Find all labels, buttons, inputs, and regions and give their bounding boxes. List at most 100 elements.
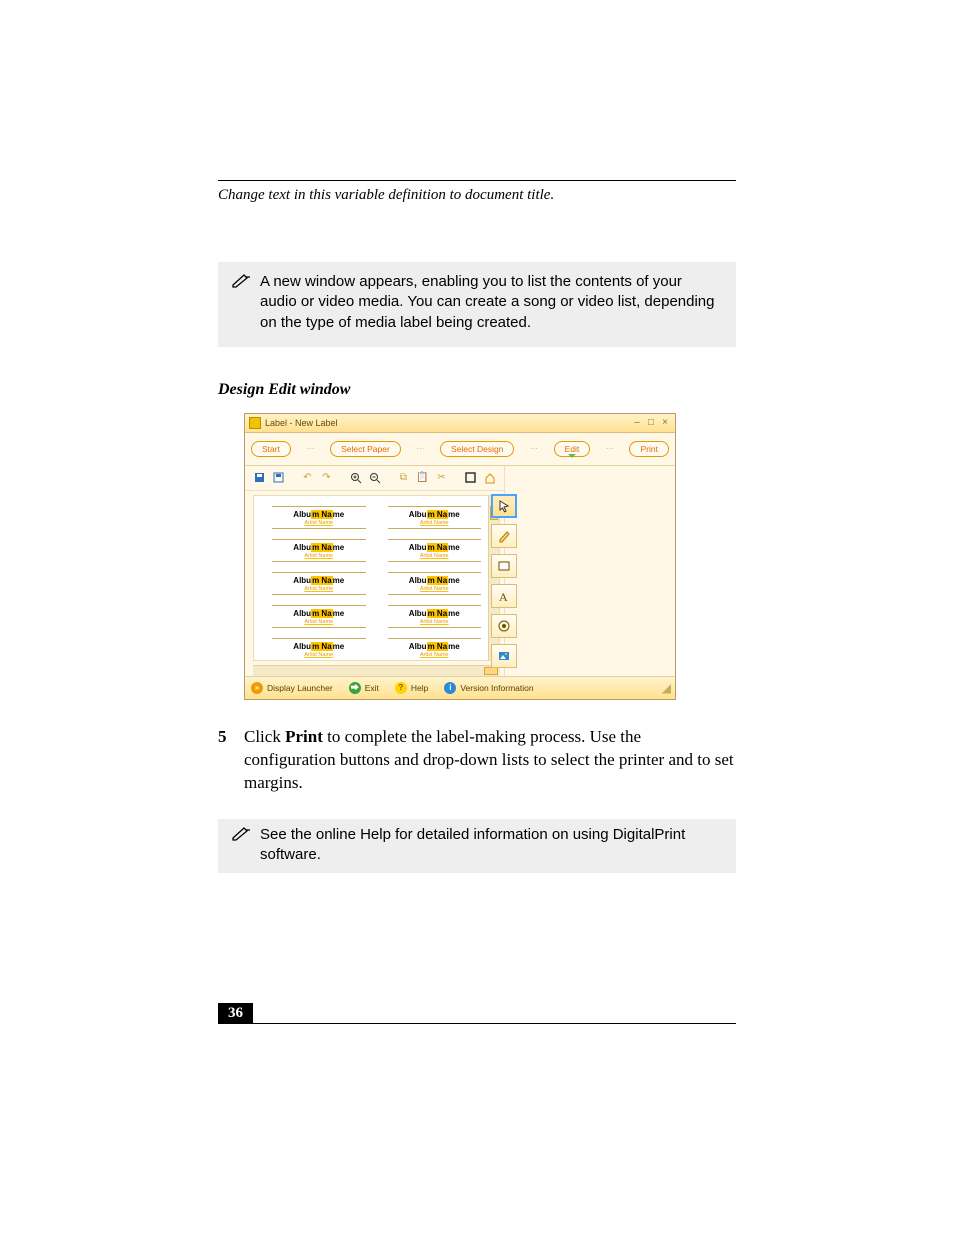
note-text: A new window appears, enabling you to li…: [260, 272, 722, 333]
label-subtitle: Artist Name: [388, 520, 482, 526]
label-cell[interactable]: Album NameArtist Name: [272, 506, 366, 529]
step-select-design[interactable]: Select Design: [440, 441, 514, 457]
step-print[interactable]: Print: [629, 441, 668, 457]
step-number: 5: [218, 726, 244, 749]
label-title: Album Name: [272, 576, 366, 585]
copy-icon[interactable]: ⧉: [397, 471, 410, 484]
label-cell[interactable]: Album NameArtist Name: [388, 506, 482, 529]
home-icon[interactable]: [483, 471, 496, 484]
step-sep: ···: [530, 444, 538, 453]
footer-rule: [218, 1023, 736, 1024]
rectangle-icon[interactable]: [491, 554, 517, 578]
running-title: Change text in this variable definition …: [218, 187, 736, 204]
exit-icon: ⮕: [349, 682, 361, 694]
pencil-note-icon: [232, 274, 252, 294]
redo-icon[interactable]: ↷: [320, 471, 333, 484]
label-subtitle: Artist Name: [272, 553, 366, 559]
label-title: Album Name: [272, 543, 366, 552]
zoom-in-icon[interactable]: [349, 471, 362, 484]
document-page: Change text in this variable definition …: [0, 0, 954, 1235]
label-title: Album Name: [272, 642, 366, 651]
step-text-bold: Print: [285, 727, 323, 746]
wizard-steps: Start ··· Select Paper ··· Select Design…: [245, 433, 675, 466]
step-text-pre: Click: [244, 727, 285, 746]
work-area: ↶ ↷ ⧉ 📋 ✂: [245, 466, 675, 676]
undo-icon[interactable]: ↶: [301, 471, 314, 484]
minimize-icon[interactable]: –: [631, 417, 643, 429]
page-number: 36: [218, 1003, 253, 1024]
pencil-icon[interactable]: [491, 524, 517, 548]
frame-icon[interactable]: [464, 471, 477, 484]
step-5: 5 Click Print to complete the label-maki…: [218, 726, 736, 795]
label-cell[interactable]: Album NameArtist Name: [272, 605, 366, 628]
label-subtitle: Artist Name: [272, 586, 366, 592]
properties-pane: [504, 466, 675, 676]
canvas-column: ↶ ↷ ⧉ 📋 ✂: [245, 466, 504, 676]
label-subtitle: Artist Name: [388, 652, 482, 658]
label-cell[interactable]: Album NameArtist Name: [272, 638, 366, 661]
label-subtitle: Artist Name: [272, 520, 366, 526]
launcher-icon: »: [251, 682, 263, 694]
label-title: Album Name: [272, 510, 366, 519]
label-cell[interactable]: Album NameArtist Name: [272, 539, 366, 562]
image-icon[interactable]: [491, 644, 517, 668]
header-rule: [218, 180, 736, 181]
maximize-icon[interactable]: □: [645, 417, 657, 429]
text-icon[interactable]: A: [491, 584, 517, 608]
label-title: Album Name: [388, 510, 482, 519]
page-footer: 36: [218, 1003, 736, 1025]
label-cell[interactable]: Album NameArtist Name: [272, 572, 366, 595]
save-as-icon[interactable]: [272, 471, 285, 484]
design-edit-window: Label - New Label – □ × Start ··· Select…: [244, 413, 676, 700]
step-sep: ···: [416, 444, 424, 453]
label-title: Album Name: [388, 543, 482, 552]
close-icon[interactable]: ×: [659, 417, 671, 429]
label-subtitle: Artist Name: [272, 652, 366, 658]
label-title: Album Name: [388, 609, 482, 618]
label-cell[interactable]: Album NameArtist Name: [388, 572, 482, 595]
step-select-paper[interactable]: Select Paper: [330, 441, 401, 457]
top-toolbar: ↶ ↷ ⧉ 📋 ✂: [245, 466, 504, 491]
app-icon: [249, 417, 261, 429]
label-subtitle: Artist Name: [272, 619, 366, 625]
status-label: Help: [411, 683, 428, 693]
info-icon: i: [444, 682, 456, 694]
label-title: Album Name: [388, 642, 482, 651]
label-title: Album Name: [388, 576, 482, 585]
label-subtitle: Artist Name: [388, 553, 482, 559]
step-edit[interactable]: Edit: [554, 441, 591, 457]
svg-text:A: A: [499, 590, 508, 603]
pointer-icon[interactable]: [491, 494, 517, 518]
note-new-window: A new window appears, enabling you to li…: [218, 262, 736, 347]
cut-icon[interactable]: ✂: [435, 471, 448, 484]
paste-icon[interactable]: 📋: [416, 471, 429, 484]
step-text: Click Print to complete the label-making…: [244, 726, 736, 795]
version-info-button[interactable]: i Version Information: [444, 682, 533, 694]
label-subtitle: Artist Name: [388, 586, 482, 592]
exit-button[interactable]: ⮕ Exit: [349, 682, 379, 694]
stamp-icon[interactable]: [491, 614, 517, 638]
status-label: Exit: [365, 683, 379, 693]
label-cell[interactable]: Album NameArtist Name: [388, 539, 482, 562]
status-label: Version Information: [460, 683, 533, 693]
label-grid: Album NameArtist NameAlbum NameArtist Na…: [254, 496, 499, 661]
resize-grip-icon[interactable]: ◢: [662, 681, 669, 695]
side-toolbox: A: [491, 494, 521, 668]
save-icon[interactable]: [253, 471, 266, 484]
window-titlebar: Label - New Label – □ ×: [245, 414, 675, 433]
display-launcher-button[interactable]: » Display Launcher: [251, 682, 333, 694]
help-button[interactable]: ? Help: [395, 682, 428, 694]
step-sep: ···: [606, 444, 614, 453]
zoom-out-icon[interactable]: [368, 471, 381, 484]
figure-caption: Design Edit window: [218, 381, 736, 399]
note-see-help: See the online Help for detailed informa…: [218, 819, 736, 874]
canvas-viewport[interactable]: Album NameArtist NameAlbum NameArtist Na…: [253, 495, 500, 661]
scroll-thumb[interactable]: [484, 667, 498, 675]
step-start[interactable]: Start: [251, 441, 291, 457]
label-cell[interactable]: Album NameArtist Name: [388, 638, 482, 661]
step-sep: ···: [307, 444, 315, 453]
label-cell[interactable]: Album NameArtist Name: [388, 605, 482, 628]
status-label: Display Launcher: [267, 683, 333, 693]
horizontal-scrollbar[interactable]: [253, 665, 500, 676]
help-icon: ?: [395, 682, 407, 694]
